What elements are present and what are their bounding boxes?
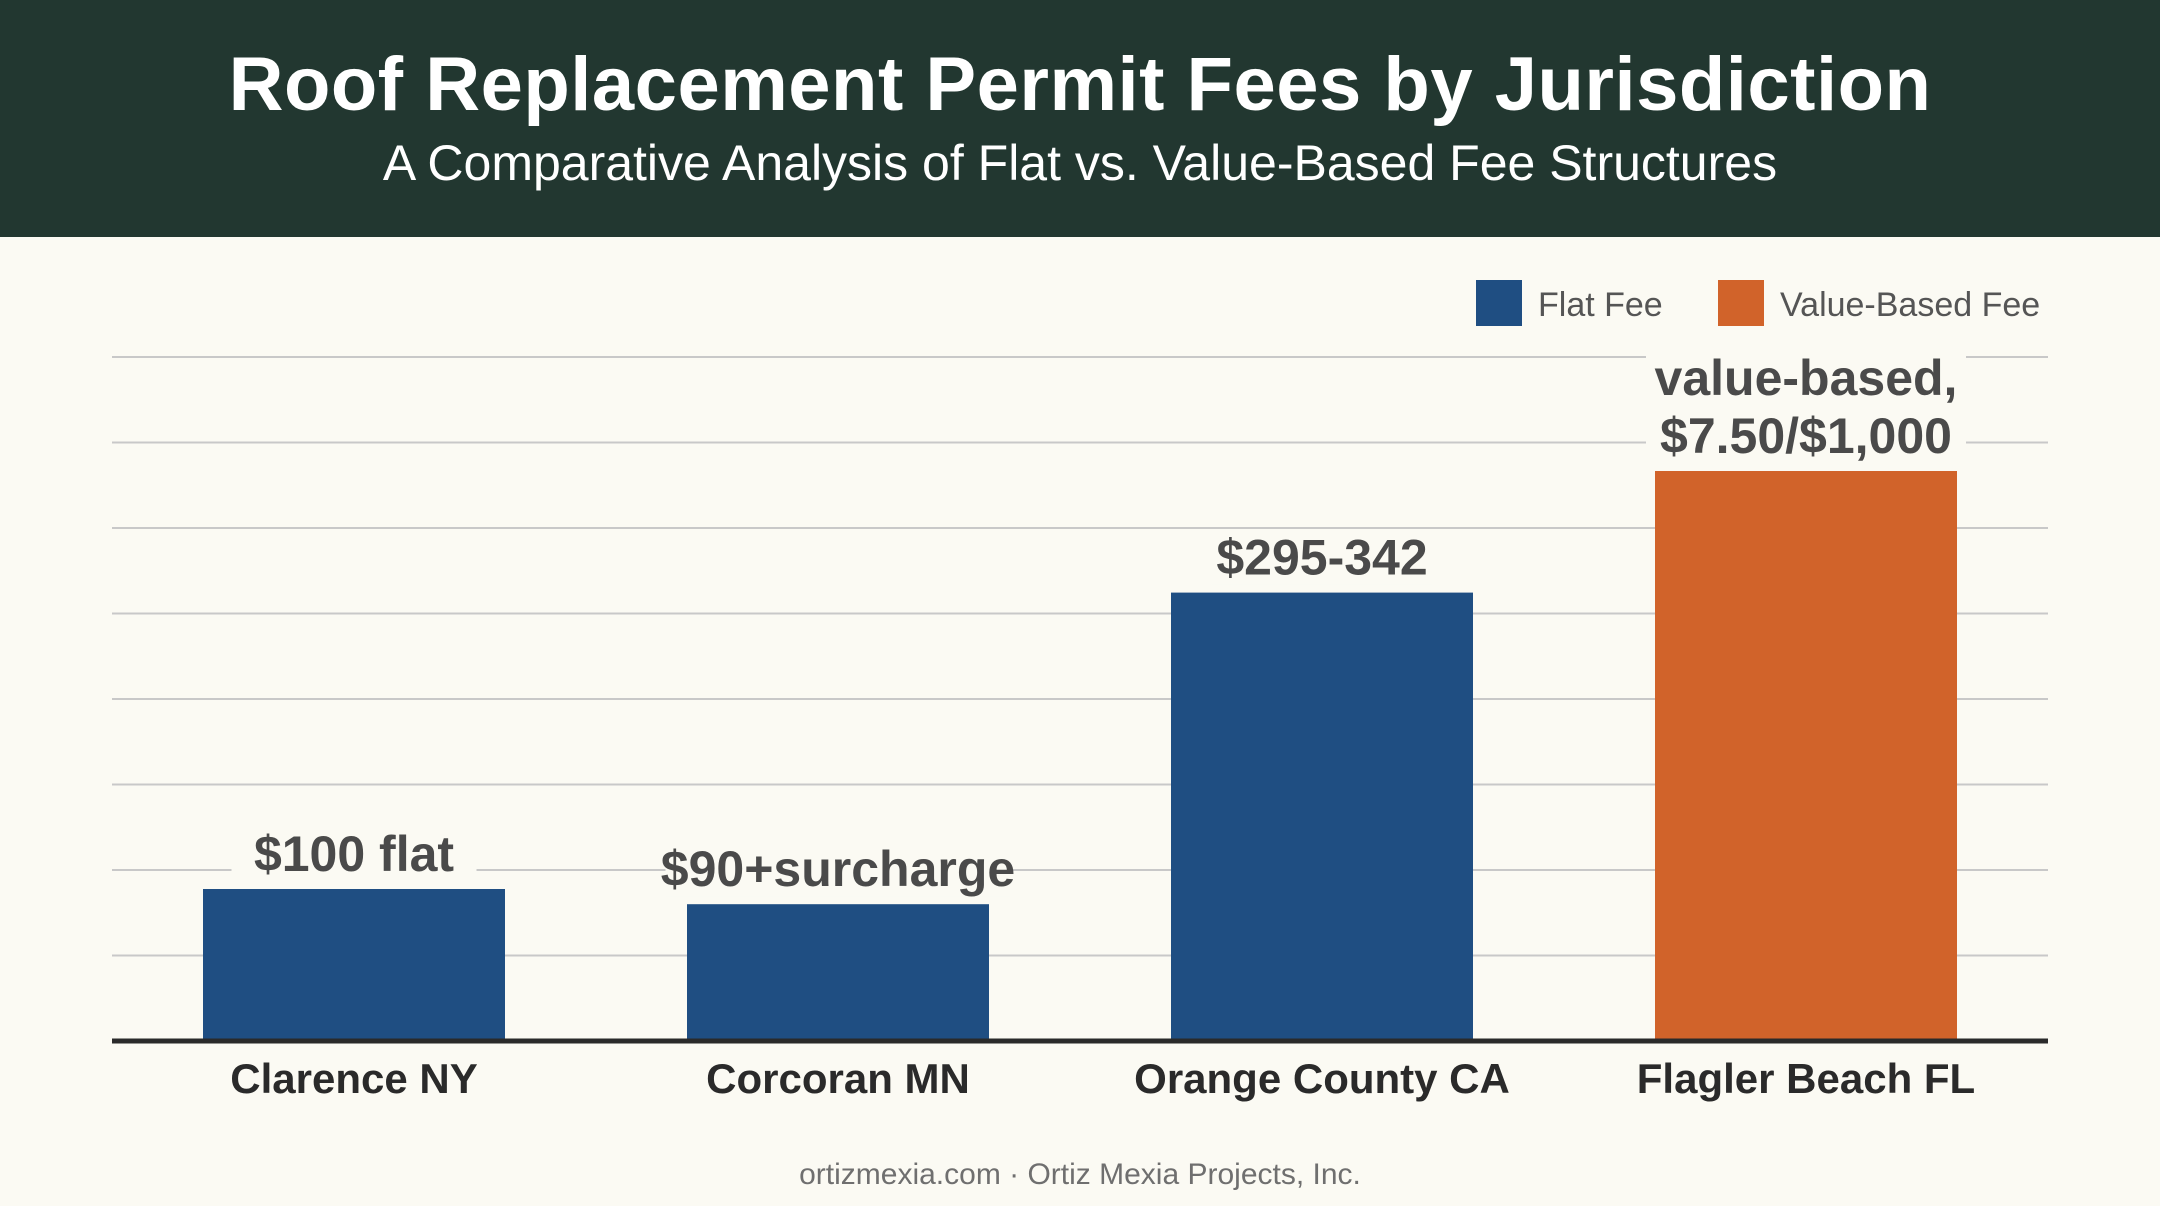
category-label: Clarence NY: [230, 1055, 477, 1102]
legend-swatch: [1476, 280, 1522, 326]
data-label-backdrop: [231, 831, 477, 881]
legend-label: Value-Based Fee: [1780, 286, 2040, 324]
data-label-backdrop: [1212, 534, 1432, 585]
bar: [203, 889, 505, 1041]
data-label: $100 flat: [254, 826, 454, 882]
bar: [1655, 471, 1957, 1041]
data-label-backdrop: [1646, 413, 1966, 463]
category-label: Flagler Beach FL: [1637, 1055, 1975, 1102]
legend-label: Flat Fee: [1538, 286, 1663, 324]
chart-subtitle: A Comparative Analysis of Flat vs. Value…: [382, 135, 1778, 191]
chart-title: Roof Replacement Permit Fees by Jurisdic…: [228, 42, 1932, 127]
footer-credit: ortizmexia.com · Ortiz Mexia Projects, I…: [799, 1158, 1361, 1191]
category-label: Corcoran MN: [706, 1055, 970, 1102]
category-label: Orange County CA: [1134, 1055, 1510, 1102]
bar: [1171, 592, 1473, 1041]
data-label: $7.50/$1,000: [1660, 408, 1952, 464]
bar: [687, 904, 989, 1041]
data-label-backdrop: [665, 846, 1011, 897]
data-label: value-based,: [1655, 350, 1958, 406]
data-label: $295-342: [1216, 530, 1427, 586]
header-banner: Roof Replacement Permit Fees by Jurisdic…: [0, 0, 2160, 237]
data-label: $90+surcharge: [661, 841, 1015, 897]
data-label-backdrop: [1646, 355, 1966, 405]
legend-swatch: [1718, 280, 1764, 326]
